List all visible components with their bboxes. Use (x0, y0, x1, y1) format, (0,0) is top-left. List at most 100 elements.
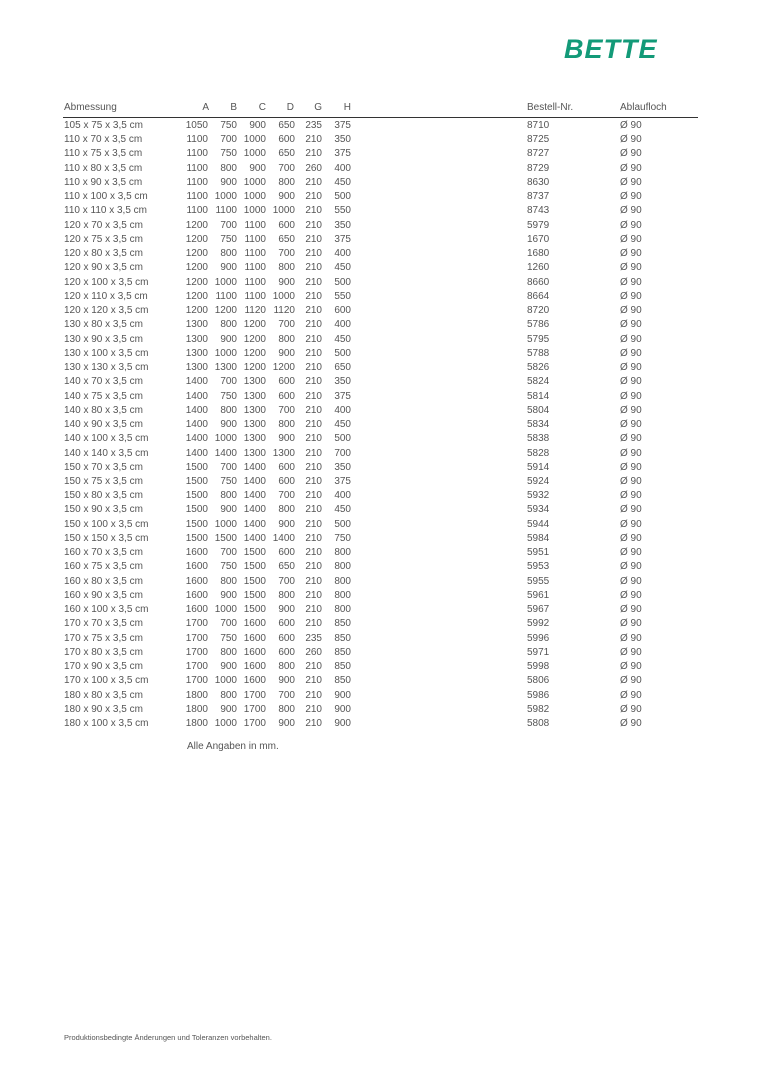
table-cell: 8720 (527, 305, 550, 317)
table-cell: Ø 90 (620, 390, 642, 402)
table-cell: 1400 (243, 490, 266, 502)
table-cell: 900 (220, 703, 237, 715)
table-cell: 800 (278, 589, 295, 601)
table-cell: 1100 (215, 290, 237, 302)
table-cell: 235 (305, 120, 322, 131)
table-cell: 1400 (243, 476, 266, 487)
table-cell: 850 (334, 661, 351, 673)
table-cell: 1600 (243, 618, 266, 630)
table-cell: 210 (305, 618, 322, 630)
table-cell: 1400 (185, 376, 208, 388)
table-cell: 900 (278, 191, 295, 203)
table-cell: 5914 (527, 461, 550, 473)
table-cell: Ø 90 (620, 646, 642, 658)
table-cell: 210 (305, 575, 322, 587)
table-cell: 210 (305, 476, 322, 487)
table-cell: 750 (220, 476, 237, 487)
table-cell: 900 (278, 675, 295, 687)
table-cell: 210 (305, 305, 322, 317)
column-header: C (258, 102, 266, 113)
table-cell: 210 (305, 390, 322, 402)
table-cell: 8664 (527, 290, 550, 302)
table-cell: 5967 (527, 604, 550, 616)
table-cell: 800 (278, 703, 295, 715)
table-cell: 210 (305, 547, 322, 559)
table-cell: 5955 (527, 575, 550, 587)
table-cell: 210 (305, 504, 322, 516)
column-header: Bestell-Nr. (527, 102, 574, 113)
table-cell: 5961 (527, 589, 550, 601)
table-cell: 750 (220, 390, 237, 402)
table-cell: 260 (305, 162, 322, 174)
table-cell: 210 (305, 703, 322, 715)
table-cell: 150 x 75 x 3,5 cm (64, 476, 143, 487)
table-cell: 1700 (185, 646, 208, 658)
table-cell: 700 (220, 134, 237, 146)
table-cell: 210 (305, 604, 322, 616)
table-cell: 800 (334, 589, 351, 601)
table-cell: 170 x 80 x 3,5 cm (64, 646, 143, 658)
table-cell: Ø 90 (620, 205, 642, 217)
table-cell: 110 x 110 x 3,5 cm (64, 205, 148, 217)
column-header: Ablaufloch (620, 102, 667, 113)
table-cell: 140 x 75 x 3,5 cm (64, 390, 143, 402)
table-cell: 900 (278, 276, 295, 288)
table-cell: 1100 (186, 162, 208, 174)
table-cell: 180 x 80 x 3,5 cm (64, 689, 143, 701)
table-cell: 1500 (185, 518, 208, 530)
table-cell: 1100 (244, 276, 266, 288)
table-cell: 160 x 75 x 3,5 cm (64, 561, 143, 573)
table-cell: 800 (220, 689, 237, 701)
table-cell: 1300 (243, 433, 266, 445)
table-cell: Ø 90 (620, 461, 642, 473)
table-cell: 1400 (185, 390, 208, 402)
table-cell: 210 (305, 433, 322, 445)
table-cell: 1200 (185, 290, 208, 302)
table-cell: Ø 90 (620, 518, 642, 530)
table-cell: 1400 (243, 461, 266, 473)
table-cell: Ø 90 (620, 248, 642, 260)
table-cell: 1100 (186, 191, 208, 203)
table-cell: Ø 90 (620, 276, 642, 288)
table-cell: 130 x 90 x 3,5 cm (64, 333, 143, 345)
table-cell: 1700 (243, 689, 266, 701)
table-cell: 1000 (272, 290, 295, 302)
table-cell: 750 (220, 632, 237, 644)
table-cell: 1600 (243, 646, 266, 658)
table-cell: 1100 (244, 290, 266, 302)
table-cell: 400 (334, 404, 351, 416)
table-cell: 140 x 70 x 3,5 cm (64, 376, 143, 388)
table-cell: 500 (334, 191, 351, 203)
table-cell: Ø 90 (620, 604, 642, 616)
table-cell: Ø 90 (620, 618, 642, 630)
table-cell: 5826 (527, 362, 550, 374)
table-cell: 1000 (214, 718, 237, 730)
table-cell: 235 (305, 632, 322, 644)
table-cell: 1000 (243, 191, 266, 203)
table-cell: 400 (334, 319, 351, 331)
table-cell: 400 (334, 248, 351, 260)
table-cell: 5814 (527, 390, 550, 402)
table-cell: 210 (305, 233, 322, 245)
table-cell: 450 (334, 176, 351, 188)
table-cell: 900 (278, 718, 295, 730)
table-cell: 1100 (244, 248, 266, 260)
table-cell: 375 (334, 233, 351, 245)
table-cell: 210 (305, 333, 322, 345)
table-cell: 900 (278, 433, 295, 445)
table-cell: 1100 (244, 233, 266, 245)
table-cell: 600 (278, 219, 295, 231)
table-cell: 1700 (185, 632, 208, 644)
table-cell: 1670 (527, 233, 550, 245)
table-cell: Ø 90 (620, 575, 642, 587)
table-cell: 210 (305, 276, 322, 288)
table-cell: 120 x 70 x 3,5 cm (64, 219, 143, 231)
table-cell: 600 (278, 646, 295, 658)
table-cell: 8660 (527, 276, 550, 288)
table-cell: 1500 (185, 476, 208, 487)
table-cell: 210 (305, 347, 322, 359)
table-cell: 800 (278, 661, 295, 673)
table-cell: 1000 (214, 347, 237, 359)
table-cell: 5788 (527, 347, 550, 359)
table-cell: 210 (305, 219, 322, 231)
